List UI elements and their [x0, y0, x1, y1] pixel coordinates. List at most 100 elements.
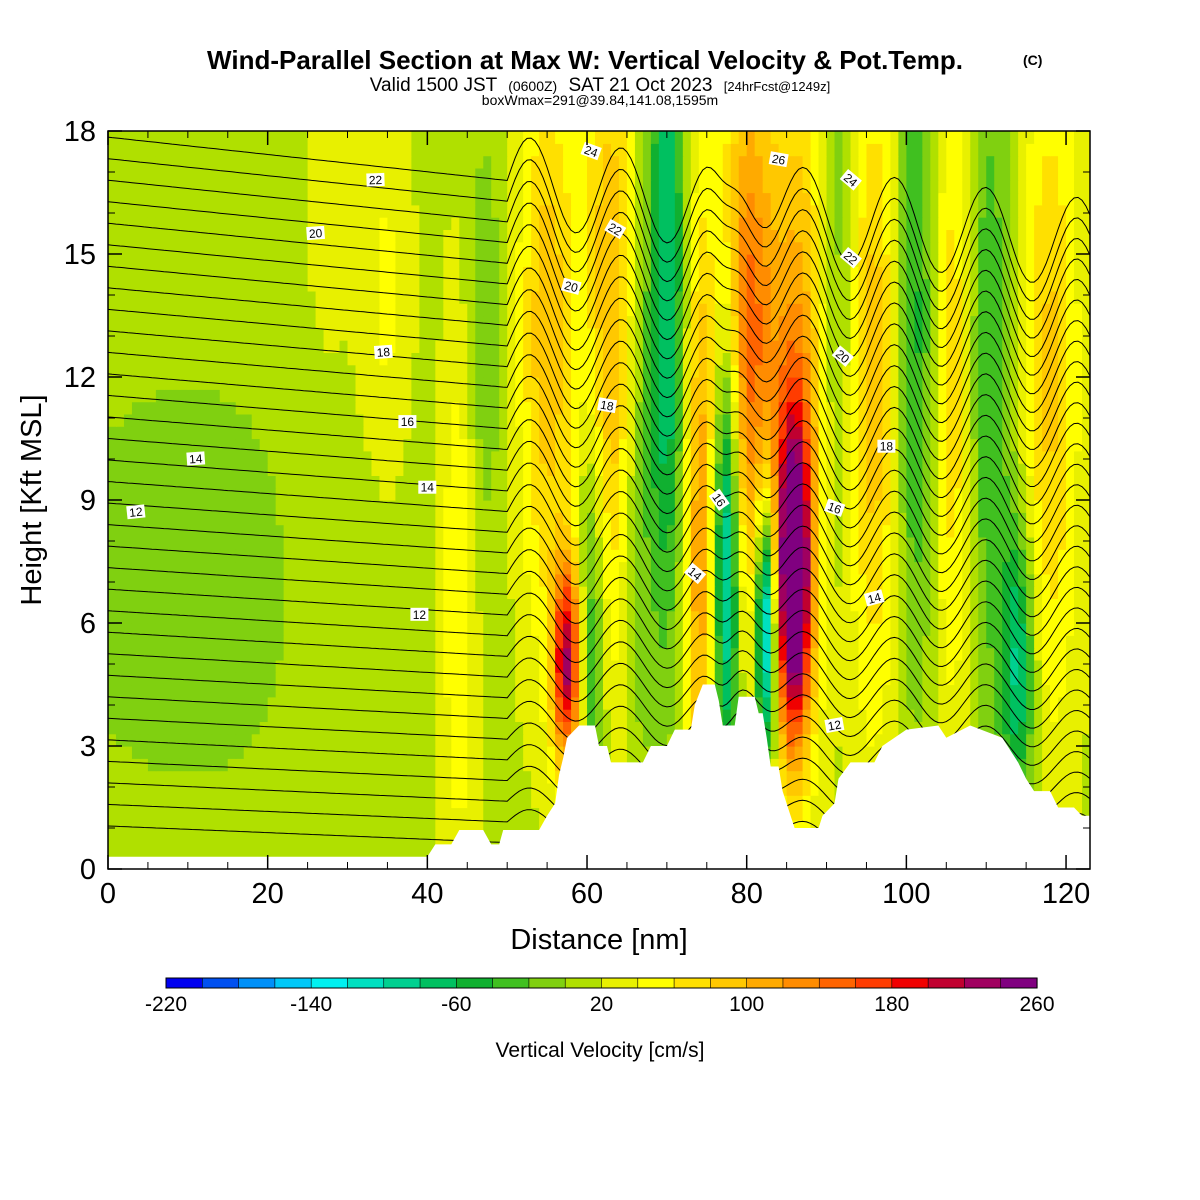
velocity-cell [108, 450, 117, 464]
velocity-cell [994, 672, 1003, 686]
velocity-cell [195, 647, 205, 661]
velocity-cell [882, 487, 891, 501]
velocity-cell [938, 610, 947, 624]
velocity-cell [379, 598, 389, 612]
velocity-cell [754, 487, 764, 501]
velocity-cell [778, 401, 788, 415]
velocity-cell [834, 413, 844, 427]
velocity-cell [531, 746, 540, 759]
velocity-cell [986, 413, 995, 427]
velocity-cell [906, 659, 915, 673]
velocity-cell [539, 782, 548, 796]
velocity-cell [267, 475, 277, 489]
velocity-cell [483, 696, 492, 710]
velocity-cell [962, 561, 971, 575]
velocity-cell [147, 524, 157, 538]
velocity-cell [515, 475, 524, 489]
velocity-cell [371, 696, 381, 710]
velocity-cell [299, 659, 309, 673]
velocity-cell [946, 684, 955, 698]
velocity-cell [794, 377, 804, 390]
velocity-cell [547, 549, 556, 563]
velocity-cell [323, 758, 333, 772]
velocity-cell [131, 696, 141, 710]
velocity-cell [842, 696, 852, 710]
velocity-cell [602, 413, 612, 427]
velocity-cell [419, 573, 428, 587]
velocity-cell [387, 832, 397, 845]
velocity-cell [187, 807, 197, 821]
velocity-cell [115, 377, 125, 390]
velocity-cell [1018, 733, 1027, 747]
velocity-cell [978, 647, 987, 661]
velocity-cell [443, 598, 452, 612]
velocity-cell [1002, 733, 1011, 747]
velocity-cell [650, 389, 660, 403]
velocity-cell [595, 426, 604, 440]
velocity-cell [115, 758, 125, 772]
velocity-cell [970, 426, 979, 440]
velocity-cell [786, 758, 796, 772]
velocity-cell [435, 832, 444, 845]
velocity-cell [938, 623, 947, 636]
velocity-cell [890, 721, 899, 735]
velocity-cell [818, 782, 828, 796]
velocity-cell [602, 438, 612, 452]
velocity-cell [339, 426, 349, 440]
velocity-cell [610, 364, 620, 378]
velocity-cell [994, 623, 1003, 636]
velocity-cell [810, 524, 820, 538]
velocity-cell [171, 733, 181, 747]
velocity-cell [235, 463, 245, 476]
velocity-cell [267, 758, 277, 772]
velocity-cell [571, 623, 580, 636]
velocity-cell [595, 647, 604, 661]
velocity-cell [914, 463, 923, 476]
velocity-cell [187, 536, 197, 550]
velocity-cell [690, 549, 700, 563]
velocity-cell [571, 659, 580, 673]
velocity-cell [355, 844, 365, 858]
velocity-cell [539, 561, 548, 575]
velocity-cell [778, 782, 788, 796]
velocity-cell [986, 438, 995, 452]
velocity-cell [658, 598, 668, 612]
velocity-cell [131, 659, 141, 673]
velocity-cell [155, 807, 165, 821]
velocity-cell [139, 561, 149, 575]
velocity-cell [211, 709, 221, 722]
velocity-cell [579, 512, 588, 526]
velocity-cell [235, 512, 245, 526]
velocity-cell [610, 573, 620, 587]
velocity-cell [115, 500, 125, 513]
velocity-cell [108, 684, 117, 698]
velocity-cell [1066, 573, 1075, 587]
velocity-cell [1082, 746, 1090, 759]
velocity-cell [802, 524, 812, 538]
velocity-cell [1042, 647, 1051, 661]
velocity-cell [1066, 758, 1075, 772]
velocity-cell [858, 536, 868, 550]
velocity-cell [938, 635, 947, 649]
velocity-cell [347, 758, 357, 772]
velocity-cell [850, 450, 860, 464]
velocity-cell [786, 672, 796, 686]
velocity-cell [1010, 709, 1019, 722]
velocity-cell [155, 623, 165, 636]
velocity-cell [315, 487, 325, 501]
velocity-cell [307, 709, 317, 722]
velocity-cell [227, 672, 237, 686]
velocity-cell [427, 377, 436, 390]
velocity-cell [139, 389, 149, 403]
velocity-cell [1050, 549, 1059, 563]
velocity-cell [427, 709, 436, 722]
velocity-cell [451, 389, 460, 403]
velocity-cell [850, 746, 860, 759]
velocity-cell [1042, 524, 1051, 538]
velocity-cell [499, 807, 508, 821]
velocity-cell [818, 733, 828, 747]
velocity-cell [403, 549, 412, 563]
velocity-cell [339, 733, 349, 747]
velocity-cell [1066, 377, 1075, 390]
velocity-cell [706, 598, 716, 612]
